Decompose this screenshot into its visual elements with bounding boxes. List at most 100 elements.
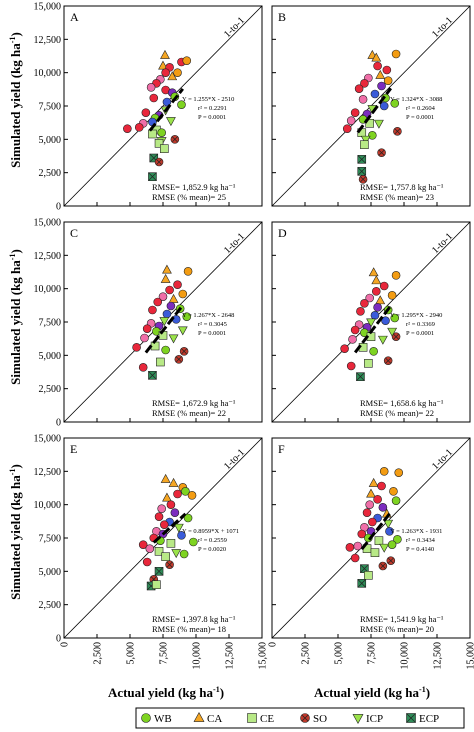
data-point [394,468,404,477]
data-point-cross [357,579,367,588]
data-point [160,520,169,529]
data-point [379,101,389,111]
x-tick-label: 15,000 [258,642,269,670]
data-point [177,531,186,540]
data-point [368,131,377,140]
x-tick-label: 0 [268,642,279,647]
data-point-cross [380,563,386,569]
data-point [382,65,392,75]
data-point [379,281,389,291]
rmse-stat: RMSE (% mean)= 22 [360,408,434,418]
data-point-cross [356,372,365,381]
panel-letter: A [70,10,79,24]
panel-letter: C [70,226,78,240]
data-point [373,303,382,312]
y-tick-label: 2,500 [39,600,62,611]
regression-line [360,511,392,551]
data-point [365,500,374,509]
x-tick-label: 7,500 [159,642,170,665]
panel-C: 02,5005,0007,50010,00012,50015,0001-to-1… [34,218,263,429]
regression-stat: r² = 0.3434 [406,537,436,544]
data-point [152,580,161,589]
x-tick-label: 0 [60,642,71,647]
data-point [138,363,148,372]
data-point [379,467,389,476]
data-point [391,496,401,505]
x-axis-label-right: Actual yield (kg ha-1) [314,685,430,700]
one-to-one-line [63,5,263,207]
data-point [154,512,164,521]
legend-marker-icp [352,714,364,725]
legend-box [135,707,465,729]
data-point [370,548,380,557]
panel-E: 00 2,500 2,500 5,000 5,000 7,500 7,500 10,000 10… [34,434,269,670]
rmse-stat: RMSE (% mean)= 23 [360,192,434,202]
data-point [150,341,160,351]
data-point [146,83,156,92]
data-point-cross [357,167,367,176]
regression-line [152,512,187,544]
data-point [161,345,170,355]
data-point [182,312,192,321]
y-tick-label: 10,000 [34,68,62,79]
y-tick-label: 0 [56,202,61,213]
data-point [177,100,186,109]
panel-letter: D [278,226,287,240]
data-point [385,527,394,536]
regression-line [148,87,184,132]
data-point-cross [175,356,182,363]
data-point [178,289,188,299]
regression-stat: Y = 1.263*X - 1931 [390,528,442,535]
data-point [142,324,152,333]
data-point [371,275,382,285]
regression-line [353,304,392,354]
data-point [123,124,132,133]
data-point-cross [181,348,187,355]
data-point [340,344,349,353]
panel-letter: E [70,442,77,456]
rmse-stat: RMSE (% mean)= 25 [152,192,226,202]
data-point [375,295,386,305]
data-point [354,84,364,93]
x-tick-label: 2,500 [301,642,312,665]
data-point [366,488,376,498]
data-point [148,129,157,139]
data-point [387,540,397,549]
regression-stat: r² = 0.2559 [198,537,227,544]
y-tick-label: 15,000 [34,2,62,13]
regression-line [144,304,184,354]
data-point [160,473,171,483]
data-point [393,535,402,544]
data-point [170,508,180,517]
y-tick-label: 5,000 [39,351,62,362]
data-point [383,76,393,85]
legend-marker-ce [247,713,257,723]
rmse-stat: RMSE= 1,672.9 kg ha⁻¹ [152,398,236,408]
x-tick-label: 5,000 [126,642,137,665]
data-point [177,326,188,336]
data-point [159,317,170,327]
data-point [156,357,165,367]
data-point [346,361,356,371]
rmse-stat: RMSE (% mean)= 22 [152,408,226,418]
regression-stat: Y = 1.295*X - 2940 [390,312,442,319]
data-point [162,492,172,502]
data-point [360,140,369,149]
data-point-cross [360,176,366,183]
regression-stat: P = 0.0001 [198,330,226,337]
data-point-cross [154,567,164,576]
data-point-cross [172,136,178,143]
data-point-cross [148,172,157,181]
data-point [391,49,401,59]
data-point [171,549,182,559]
regression-stat: Y = 0.8959*X + 1071 [182,528,239,535]
data-point-cross [166,561,173,568]
legend-marker-so-cross [301,714,309,722]
data-point [353,541,363,551]
data-point [387,327,398,337]
regression-stat: P = 0.4140 [406,546,434,553]
data-point [377,335,388,345]
regression-line [356,87,393,134]
x-tick-label: 7,500 [367,642,378,665]
